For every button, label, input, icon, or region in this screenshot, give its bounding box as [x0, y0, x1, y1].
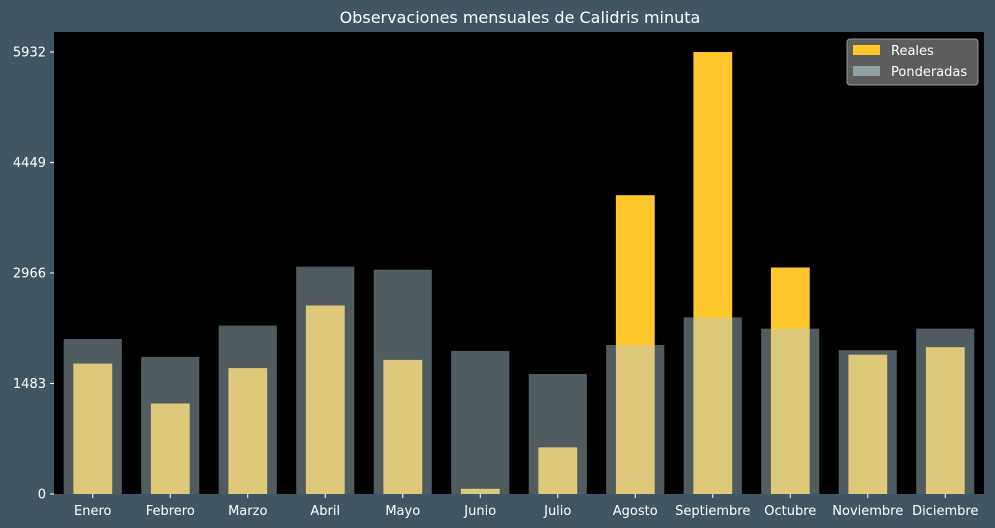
x-tick-label: Septiembre [675, 504, 750, 519]
plot-area [54, 32, 984, 494]
bar-ponderadas [141, 356, 200, 494]
bars-reales [73, 52, 965, 494]
x-tick-label: Agosto [613, 504, 658, 519]
bar-reales [538, 447, 578, 494]
legend-label-ponderadas: Ponderadas [891, 65, 967, 80]
legend-label-reales: Reales [891, 44, 934, 59]
bar-reales [305, 305, 345, 494]
y-tick-label: 1483 [13, 377, 46, 392]
x-tick-label: Julio [543, 504, 571, 519]
bar-reales [848, 354, 888, 494]
bars-ponderadas [63, 266, 975, 494]
bar-ponderadas [218, 325, 277, 494]
bar-ponderadas [528, 374, 587, 494]
bar-ponderadas [838, 350, 897, 494]
x-tick-label: Enero [74, 504, 112, 519]
bar-ponderadas [63, 339, 122, 494]
x-tick-label: Marzo [228, 504, 267, 519]
y-tick-label: 4449 [13, 156, 46, 171]
x-tick-label: Noviembre [832, 504, 903, 519]
bar-reales [73, 363, 113, 494]
legend-swatch-ponderadas [853, 66, 880, 76]
bar-ponderadas [683, 317, 742, 494]
bar-ponderadas [296, 266, 355, 494]
y-tick-label: 0 [38, 488, 46, 503]
y-tick-label: 5932 [13, 45, 46, 60]
chart-title: Observaciones mensuales de Calidris minu… [340, 8, 701, 27]
bar-ponderadas [916, 328, 975, 494]
x-tick-label: Junio [463, 504, 496, 519]
bar-reales [693, 52, 733, 494]
bar-reales [615, 195, 655, 494]
bar-ponderadas [373, 269, 432, 494]
y-tick-label: 2966 [13, 266, 46, 281]
x-axis: Enero Febrero Marzo Abril Mayo Junio Julio Agos… [74, 494, 978, 519]
x-tick-label: Octubre [764, 504, 816, 519]
bar-reales [925, 347, 965, 494]
x-tick-label: Abril [310, 504, 340, 519]
bar-reales [150, 403, 190, 494]
bar-ponderadas [606, 345, 665, 494]
bar-reales [383, 359, 423, 494]
x-tick-label: Febrero [146, 504, 195, 519]
legend-swatch-reales [853, 45, 880, 55]
y-axis: 0 1483 2966 4449 5932 [13, 45, 54, 503]
bar-ponderadas [451, 350, 510, 494]
bar-reales [228, 368, 268, 494]
bar-reales [770, 267, 810, 494]
bar-ponderadas [761, 328, 820, 494]
x-tick-label: Diciembre [912, 504, 978, 519]
x-tick-label: Mayo [385, 504, 420, 519]
bar-reales [460, 488, 500, 494]
legend: Reales Ponderadas [846, 38, 979, 86]
